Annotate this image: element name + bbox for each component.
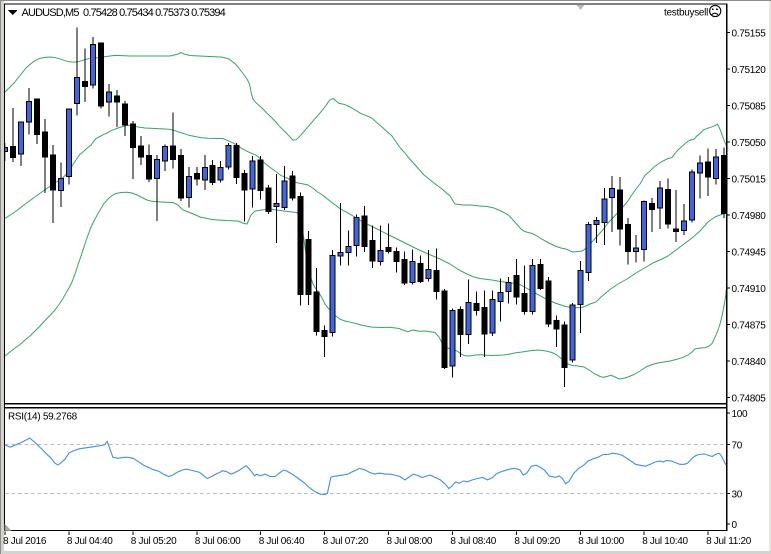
svg-text:0.75015: 0.75015 [732, 175, 767, 186]
svg-text:8 Jul 07:20: 8 Jul 07:20 [323, 536, 369, 547]
svg-text:100: 100 [732, 409, 749, 420]
svg-text:0.74980: 0.74980 [732, 211, 767, 222]
svg-text:0.74805: 0.74805 [732, 394, 767, 405]
svg-text:testbuysell: testbuysell [664, 8, 708, 19]
svg-text:0: 0 [732, 520, 738, 531]
svg-text:0.74910: 0.74910 [732, 284, 767, 295]
svg-text:8 Jul 11:20: 8 Jul 11:20 [706, 536, 752, 547]
svg-text:AUDUSD,M5 0.75428 0.75434 0.7: AUDUSD,M5 0.75428 0.75434 0.75373 0.7539… [22, 7, 226, 19]
svg-text:0.74875: 0.74875 [732, 321, 767, 332]
svg-text:70: 70 [732, 441, 743, 452]
svg-text:0.74840: 0.74840 [732, 357, 767, 368]
svg-text:8 Jul 06:00: 8 Jul 06:00 [195, 536, 241, 547]
svg-text:8 Jul 09:20: 8 Jul 09:20 [514, 536, 560, 547]
svg-text:30: 30 [732, 490, 743, 501]
svg-text:0.75085: 0.75085 [732, 101, 767, 112]
svg-text:RSI(14) 59.2768: RSI(14) 59.2768 [8, 412, 78, 423]
svg-text:8 Jul 10:00: 8 Jul 10:00 [578, 536, 624, 547]
svg-text:0.75155: 0.75155 [732, 28, 767, 39]
svg-text:8 Jul 10:40: 8 Jul 10:40 [642, 536, 688, 547]
svg-text:0.74945: 0.74945 [732, 248, 767, 259]
svg-text:0.75050: 0.75050 [732, 138, 767, 149]
svg-text:8 Jul 06:40: 8 Jul 06:40 [259, 536, 305, 547]
svg-text:8 Jul 04:40: 8 Jul 04:40 [67, 536, 113, 547]
svg-text:8 Jul 05:20: 8 Jul 05:20 [131, 536, 177, 547]
svg-text:8 Jul 08:00: 8 Jul 08:00 [387, 536, 433, 547]
svg-text:0.75120: 0.75120 [732, 65, 767, 76]
svg-text:8 Jul 2016: 8 Jul 2016 [3, 536, 47, 547]
svg-text:8 Jul 08:40: 8 Jul 08:40 [450, 536, 496, 547]
